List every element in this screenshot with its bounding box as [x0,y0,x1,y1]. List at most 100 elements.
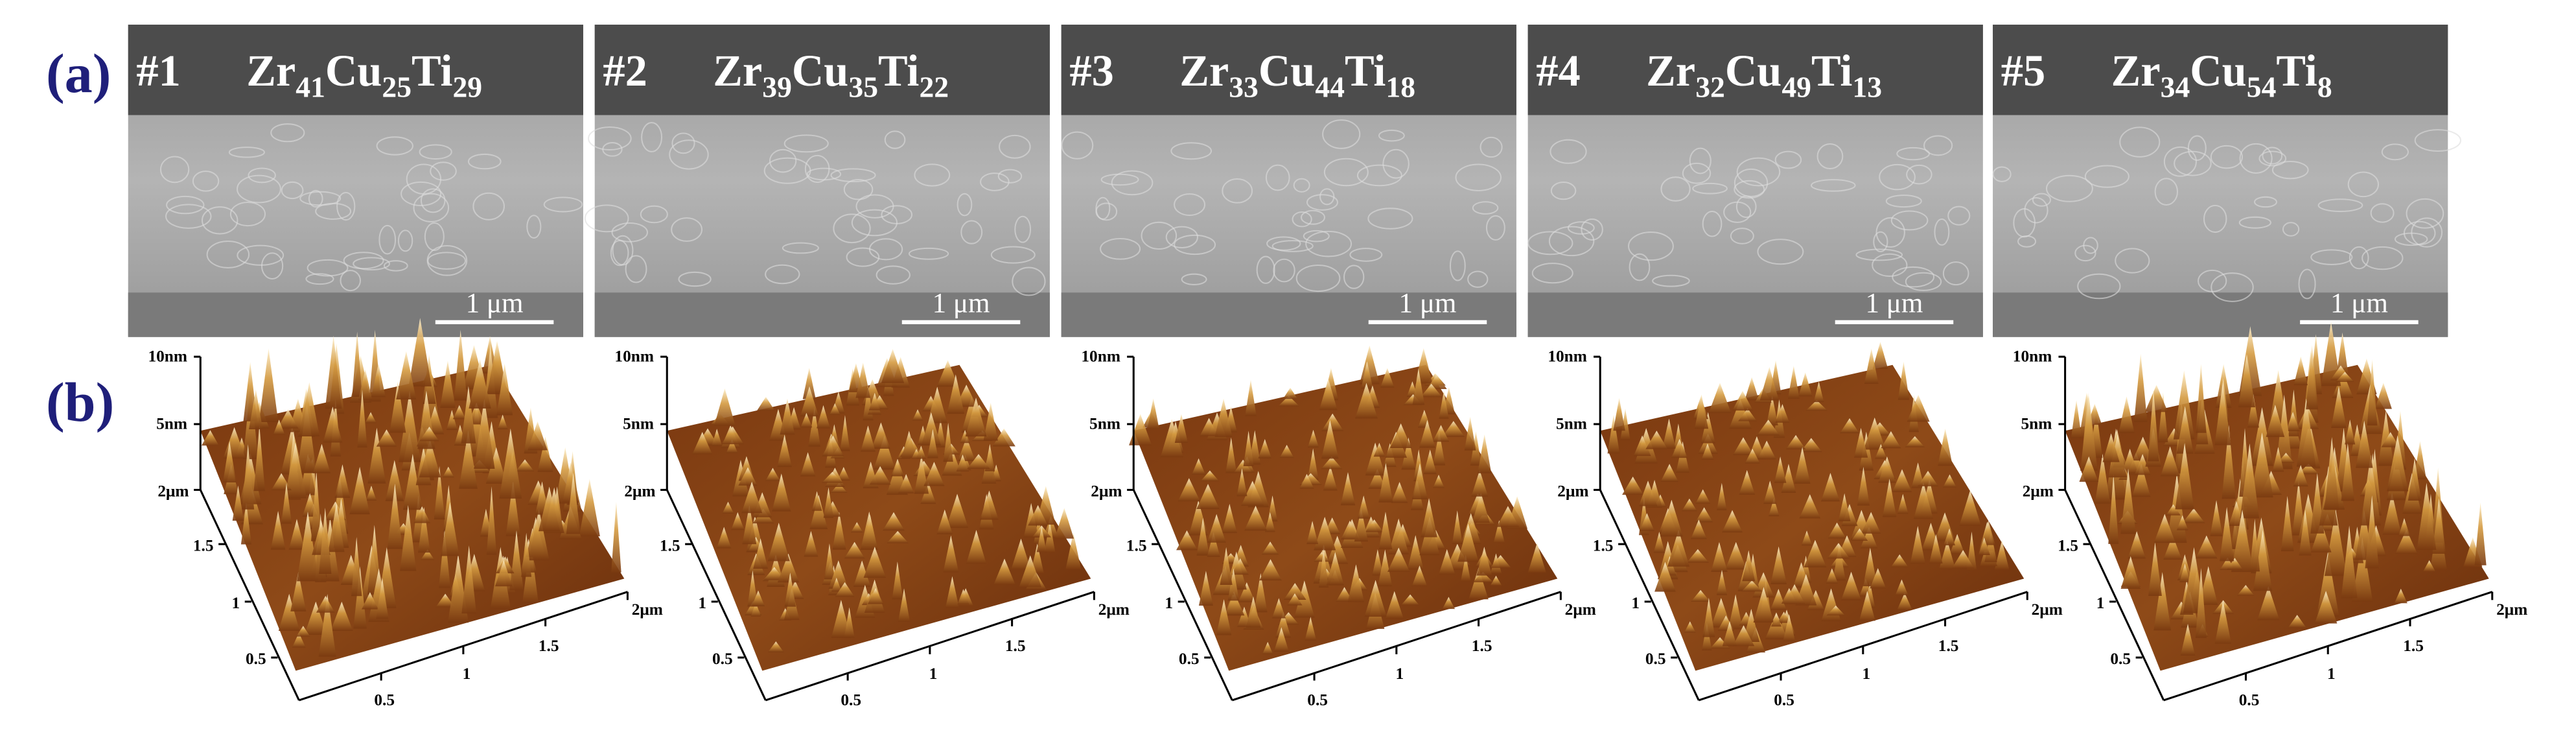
surface-peak [804,530,818,557]
surface-peak [2360,455,2381,526]
z-tick-label: 10nm [2013,348,2052,366]
surface-peak [1214,398,1233,437]
sem-grain [307,259,349,277]
surface-peak [1464,416,1476,451]
sem-grain [315,202,352,220]
sem-grain [430,161,457,181]
surface-peak [945,576,959,608]
surface-peak [2272,447,2284,472]
sem-grain [1548,226,1595,257]
surface-peak [765,468,780,481]
surface-peak [1231,558,1249,575]
sem-grain [914,163,951,187]
y-tick-label: 0.5 [2110,650,2131,668]
surface-peak [1275,611,1292,638]
sample-id: #5 [2001,46,2045,95]
surface-peak [2423,560,2436,572]
sem-panel: #4 Zr32Cu49Ti13 1 μm [1527,25,1983,337]
surface-peak [2345,419,2356,445]
sem-grain [2282,222,2300,237]
sem-grain [1467,270,1489,288]
surface-peak [2277,453,2295,464]
surface-peak [1799,494,1821,519]
surface-peak [1147,398,1159,429]
surface-peak [1770,589,1787,610]
surface-peak [1959,490,1982,526]
surface-peak [1827,543,1850,559]
surface-peak [1216,599,1232,635]
surface-peak [1361,361,1373,389]
surface-peak [1461,554,1471,582]
sem-grain [782,242,819,254]
surface-peak [1938,428,1953,466]
x-tick-label: 1.5 [1472,637,1492,655]
y-tick-label: 1 [231,594,240,612]
surface-peak [1774,456,1787,483]
sem-grain [426,245,468,276]
panel-label: (a) [46,42,111,104]
sem-grain [1061,131,1094,160]
surface-peak [1738,408,1758,421]
surface-peak [249,389,263,430]
surface-peak [1766,396,1778,426]
surface-peak [566,473,581,534]
surface-peak [1200,470,1220,482]
surface-peak [2324,436,2339,510]
surface-peak [1732,390,1754,411]
subscript: 44 [1315,71,1345,104]
surface-peak [349,466,370,515]
element: Cu [325,46,382,95]
surface-peak [1645,431,1668,449]
surface-peak [288,519,305,550]
surface-peak [323,406,343,443]
sem-grain [192,171,220,192]
surface-peak [2094,453,2111,504]
subscript: 13 [1852,71,1882,104]
x-tick-label: 1 [2327,665,2336,683]
sem-grain [1303,230,1330,243]
surface-peak [2293,465,2308,487]
surface-peak [1065,532,1082,569]
element: Zr [713,46,762,95]
surface-peak [1468,567,1489,600]
surface-peak [1875,444,1887,459]
surface-peak [831,577,842,592]
surface-peak [1716,569,1728,595]
sem-grain [420,188,446,213]
subscript: 22 [919,71,949,104]
surface-peak [2394,588,2408,604]
surface-peak [1347,564,1365,602]
surface-peak [454,329,467,401]
surface-peak [850,522,863,533]
surface-peak [371,363,386,397]
sem-grain [804,154,830,184]
surface-peak [2288,615,2306,628]
surface-peak [1472,493,1490,523]
surface-peak [1695,507,1713,523]
surface-peak [1036,527,1047,552]
surface-peak [1804,540,1827,567]
surface-peak [1380,368,1395,388]
surface-peak [2249,519,2260,572]
surface-peak [539,486,561,532]
sem-grain [1735,195,1757,219]
surface-peak [253,425,265,492]
surface-peak [2102,433,2120,462]
sem-grain [2024,197,2048,224]
surface-peak [1840,571,1862,600]
surface-peak [837,467,850,480]
surface-peak [868,587,884,604]
panel-label: (b) [46,371,114,433]
surface-peak [824,543,835,580]
surface-peak [2336,372,2354,382]
surface-peak [1639,513,1654,531]
sem-grain [1170,142,1213,160]
surface-peak [2128,531,2146,559]
element: Ti [412,46,452,95]
surface-peak [1653,532,1665,553]
y-tick-label: 1.5 [1126,536,1147,554]
surface-peak [2179,563,2190,582]
surface-peak [830,482,848,493]
surface-peak [2176,406,2194,454]
surface-peak [2356,420,2373,468]
